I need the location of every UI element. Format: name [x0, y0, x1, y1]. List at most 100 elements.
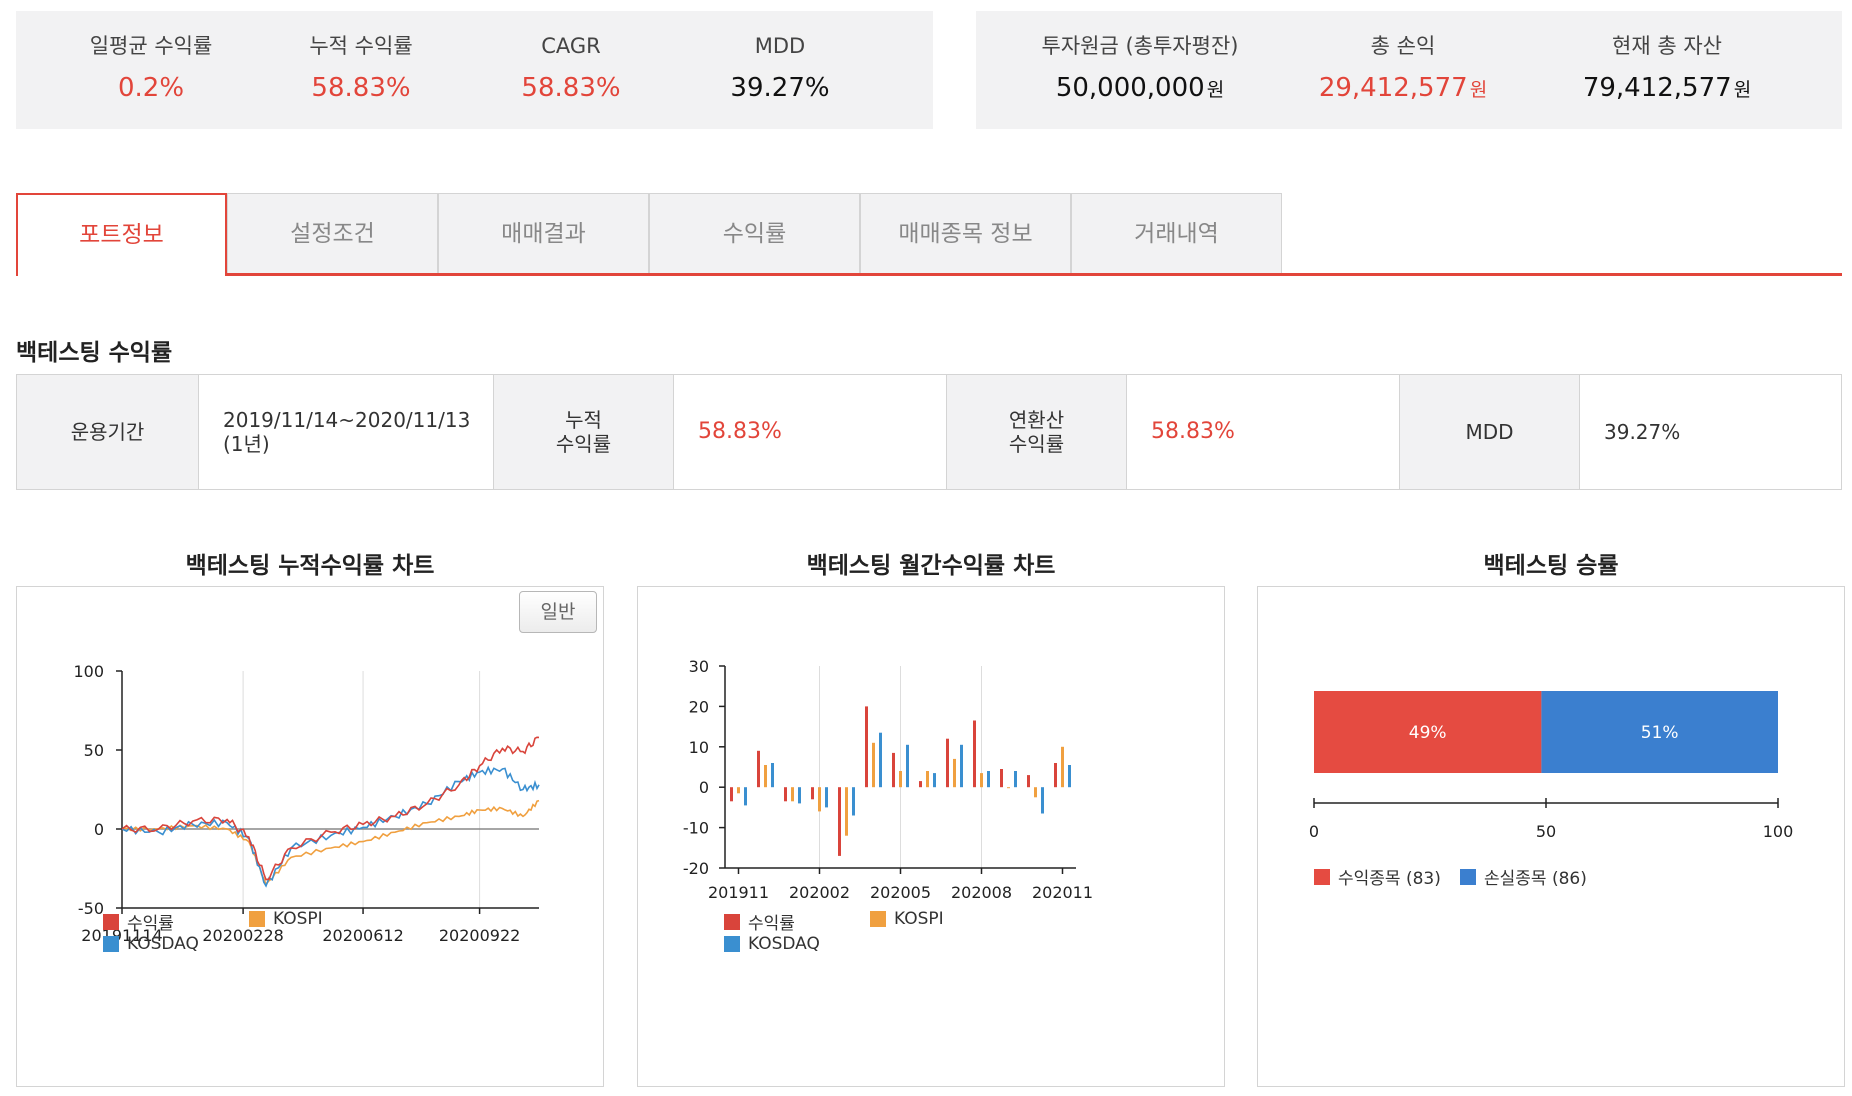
bar-0-12: [1054, 763, 1057, 788]
tab-0[interactable]: 포트정보: [16, 193, 227, 276]
bar-0-9: [973, 720, 976, 788]
annual-return-label-line2: 수익률: [1008, 432, 1065, 456]
stat-value: 79,412,577 원: [1562, 71, 1772, 107]
backtest-info-table: 운용기간 2019/11/14~2020/11/13 (1년) 누적 수익률 5…: [16, 374, 1842, 490]
bar-2-12: [1068, 765, 1071, 788]
bar-2-10: [1014, 771, 1017, 788]
bar-2-9: [987, 771, 990, 788]
winrate-segment-0: [1314, 691, 1542, 773]
monthly-chart-panel: 201911 202002 202005 202008 202011 30 20 10 0 -10…: [637, 586, 1225, 1087]
bar-1-0: [737, 787, 740, 794]
stat-value-number: 29,412,577: [1318, 73, 1468, 103]
cum-return-label-line1: 누적: [565, 408, 602, 432]
x-tick-label: 202008: [951, 883, 1012, 902]
winrate-chart-title: 백테스팅 승률: [1483, 553, 1619, 579]
legend-item[interactable]: KOSDAQ: [103, 934, 199, 954]
stat-label: CAGR: [541, 34, 601, 58]
x-tick-label: 202005: [870, 883, 931, 902]
bar-2-4: [852, 787, 855, 816]
tab-1[interactable]: 설정조건: [227, 193, 438, 273]
legend-swatch: [724, 936, 740, 952]
bar-2-7: [933, 773, 936, 788]
legend-swatch: [1460, 868, 1476, 885]
stat-label: 일평균 수익률: [89, 34, 213, 58]
legend-item[interactable]: 수익률: [724, 909, 795, 934]
y-tick-label: 100: [73, 662, 104, 681]
legend-label: KOSDAQ: [127, 934, 199, 954]
x-tick-label: 20200228: [202, 926, 283, 945]
cum-return-label: 누적 수익률: [494, 375, 674, 489]
annual-return-value: 58.83%: [1127, 375, 1400, 489]
legend-label: KOSDAQ: [748, 934, 820, 954]
x-tick-label: 202002: [789, 883, 850, 902]
stat-0: 일평균 수익률 0.2%: [46, 31, 256, 105]
series-line-0: [121, 736, 540, 881]
bar-0-7: [919, 781, 922, 788]
stat-value: 0.2%: [46, 71, 256, 105]
legend-item[interactable]: KOSDAQ: [724, 934, 820, 954]
bar-0-10: [1000, 769, 1003, 788]
bar-1-3: [818, 787, 821, 812]
bar-2-5: [879, 732, 882, 788]
stat-value-number: 58.83%: [521, 73, 621, 103]
legend-item[interactable]: KOSPI: [870, 909, 944, 929]
x-tick-label: 0: [1309, 822, 1319, 841]
y-tick-label: 10: [689, 738, 709, 757]
summary-panel-left: 일평균 수익률 0.2% 누적 수익률 58.83% CAGR 58.83% MDD 39.2…: [16, 11, 933, 129]
x-tick-label: 202011: [1032, 883, 1093, 902]
legend-item[interactable]: KOSPI: [249, 909, 323, 929]
bar-0-0: [730, 787, 733, 802]
period-label: 운용기간: [17, 375, 199, 489]
legend-label: 수익률: [748, 914, 795, 934]
bar-1-7: [926, 771, 929, 788]
bar-1-11: [1034, 787, 1037, 798]
cumulative-chart-panel: 일반 20191114 20200228 20200612 20200922 100 50…: [16, 586, 604, 1087]
bar-0-6: [892, 752, 895, 788]
winrate-segment-1: [1541, 691, 1778, 773]
legend-swatch: [249, 911, 265, 927]
legend-swatch: [724, 913, 740, 930]
tab-5[interactable]: 거래내역: [1071, 193, 1282, 273]
period-sub: (1년): [223, 432, 270, 456]
tab-2[interactable]: 매매결과: [438, 193, 649, 273]
bar-0-11: [1027, 775, 1030, 788]
bar-2-3: [825, 787, 828, 808]
bar-2-1: [771, 763, 774, 788]
series-line-2: [121, 765, 540, 888]
y-tick-label: 30: [689, 657, 709, 676]
stat-value-unit: 원: [1469, 79, 1488, 101]
bar-1-6: [899, 771, 902, 788]
legend-item[interactable]: 손실종목 (86): [1460, 864, 1587, 889]
x-tick-label: 201911: [708, 883, 769, 902]
chart-mode-button[interactable]: 일반: [519, 591, 597, 633]
legend-swatch: [1314, 868, 1330, 885]
x-tick-label: 20200612: [322, 926, 403, 945]
tab-4[interactable]: 매매종목 정보: [860, 193, 1071, 273]
stat-label: 투자원금 (총투자평잔): [1041, 34, 1239, 58]
bar-0-5: [865, 706, 868, 788]
monthly-chart-title: 백테스팅 월간수익률 차트: [806, 553, 1056, 579]
annual-return-label: 연환산 수익률: [947, 375, 1127, 489]
stat-value-number: 50,000,000: [1055, 73, 1205, 103]
stat-value: 58.83%: [256, 71, 466, 105]
mdd-value: 39.27%: [1580, 375, 1841, 489]
legend-item[interactable]: 수익률: [103, 909, 174, 934]
stat-label: MDD: [754, 34, 806, 58]
bar-2-2: [798, 787, 801, 804]
y-tick-label: 50: [84, 741, 104, 760]
bar-1-2: [791, 787, 794, 802]
legend-label: KOSPI: [273, 909, 323, 929]
tab-3[interactable]: 수익률: [649, 193, 860, 273]
bar-1-8: [953, 758, 956, 788]
monthly-chart: 201911 202002 202005 202008 202011 30 20 10 0 -10…: [683, 657, 1093, 902]
y-tick-label: 20: [689, 697, 709, 716]
bar-2-6: [906, 744, 909, 788]
legend-swatch: [870, 911, 886, 927]
y-tick-label: 0: [94, 820, 104, 839]
stat-value: 58.83%: [466, 71, 676, 105]
stat-1: 누적 수익률 58.83%: [256, 31, 466, 105]
series-line-1: [121, 799, 540, 886]
section-title: 백테스팅 수익률: [16, 340, 173, 366]
legend-item[interactable]: 수익종목 (83): [1314, 864, 1441, 889]
x-tick-label: 50: [1536, 822, 1556, 841]
